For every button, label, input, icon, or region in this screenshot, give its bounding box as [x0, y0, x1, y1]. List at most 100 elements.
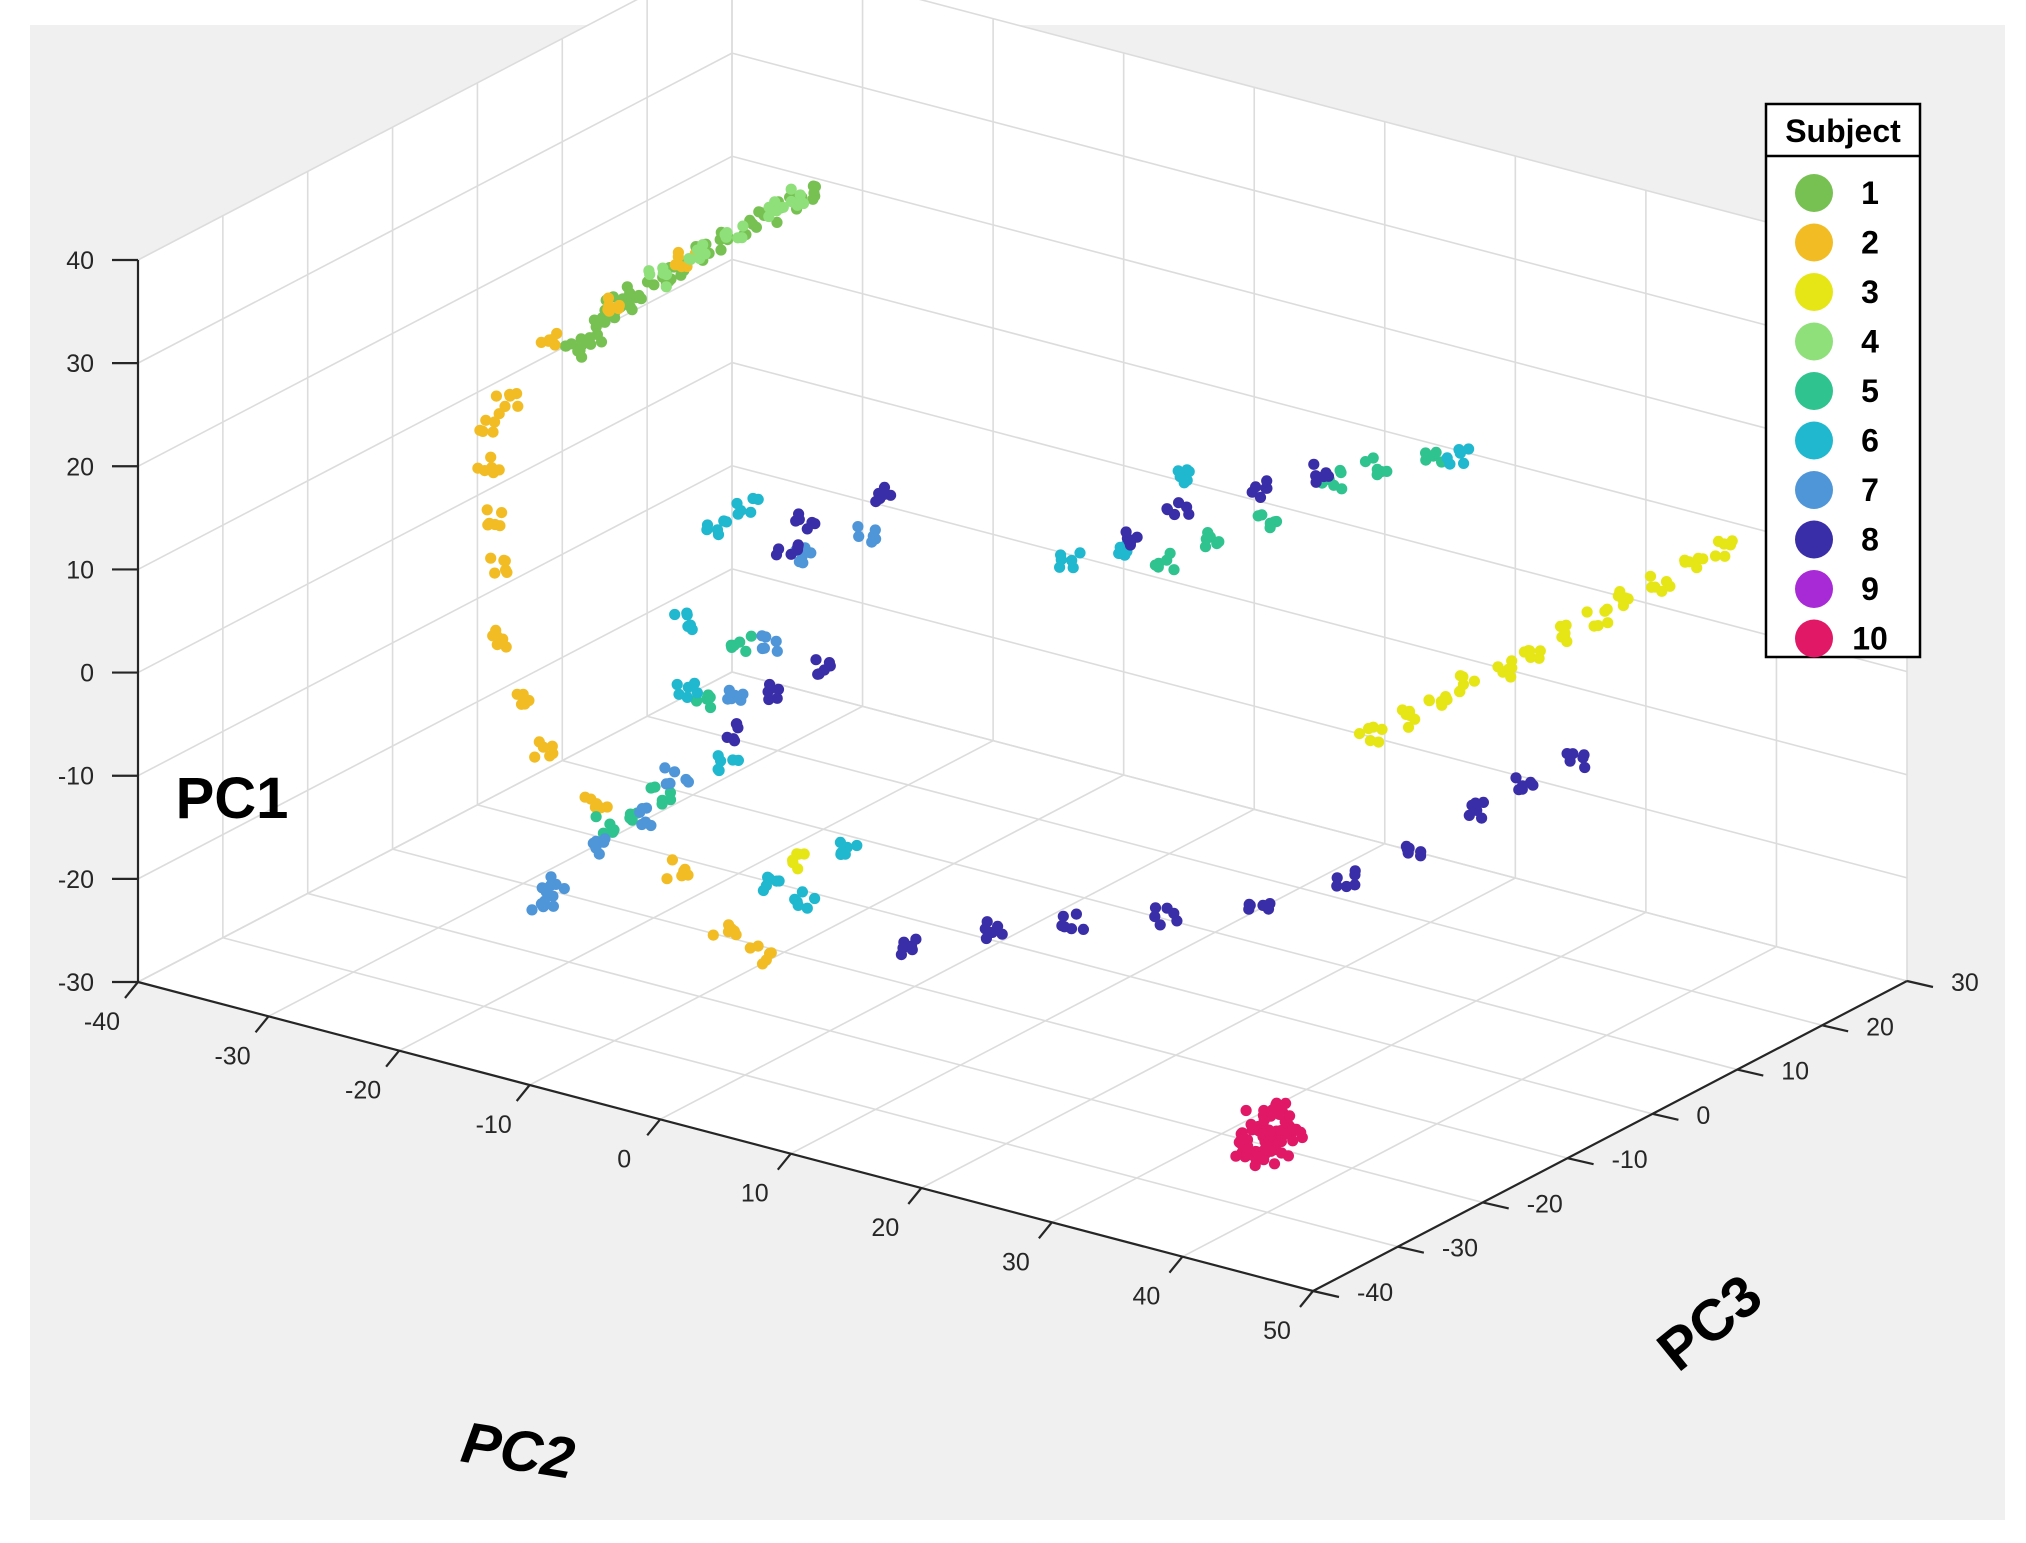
data-point — [785, 183, 797, 195]
z-tick-label: 40 — [66, 247, 94, 275]
data-point — [1581, 606, 1593, 618]
data-point — [745, 506, 757, 518]
data-point — [1599, 605, 1611, 617]
data-point — [493, 408, 505, 420]
data-point — [472, 462, 484, 474]
data-point — [1114, 547, 1126, 560]
data-point — [791, 544, 804, 556]
data-point — [1284, 1110, 1296, 1122]
data-point — [1258, 1104, 1270, 1117]
data-point — [1349, 879, 1361, 891]
data-point — [1240, 1104, 1252, 1117]
data-point — [1614, 586, 1626, 598]
data-point — [671, 678, 683, 691]
y-tick-label: -10 — [1612, 1146, 1648, 1174]
data-point — [1423, 694, 1435, 706]
legend-marker-4 — [1795, 322, 1833, 361]
data-point — [735, 694, 747, 706]
data-point — [1161, 902, 1173, 914]
data-point — [763, 201, 775, 213]
data-point — [737, 220, 749, 232]
data-point — [712, 529, 725, 541]
data-point — [1454, 685, 1466, 698]
x-tick-mark — [907, 1187, 923, 1205]
data-point — [981, 916, 993, 928]
data-point — [1697, 553, 1709, 565]
data-point — [529, 751, 541, 763]
data-point — [773, 875, 785, 887]
data-point — [1070, 908, 1082, 920]
data-point — [1331, 872, 1343, 884]
data-point — [895, 949, 908, 961]
grid-line-z-right — [918, 0, 1908, 260]
y-tick-label: -30 — [1442, 1235, 1478, 1263]
grid-line-z-left — [137, 671, 733, 983]
data-point — [1525, 776, 1537, 789]
legend-label-2: 2 — [1861, 225, 1879, 261]
data-point — [1588, 620, 1600, 632]
data-point — [885, 489, 897, 501]
data-point — [1233, 1136, 1245, 1148]
data-point — [1149, 902, 1162, 914]
data-point — [1261, 475, 1273, 487]
z-tick-label: 30 — [66, 350, 94, 378]
data-point — [1712, 535, 1725, 548]
x-tick-mark — [254, 1015, 270, 1034]
data-point — [810, 654, 822, 666]
data-point — [1353, 728, 1366, 740]
series-3 — [787, 535, 1738, 875]
data-point — [1265, 1145, 1277, 1157]
data-point — [491, 639, 503, 651]
grid-line-z-left — [137, 465, 733, 777]
x-tick-label: 40 — [1133, 1283, 1161, 1311]
y-tick-mark — [1397, 1245, 1425, 1254]
data-point — [493, 464, 505, 476]
series-4 — [643, 183, 810, 293]
data-point — [1525, 651, 1537, 664]
data-point — [636, 803, 648, 815]
grid-line-z-right — [731, 464, 1908, 776]
data-point — [1154, 919, 1166, 931]
data-point — [1664, 580, 1676, 592]
data-point — [1454, 670, 1466, 682]
grid-line-x-floor — [268, 705, 863, 1018]
data-point — [587, 837, 599, 849]
data-point — [1468, 675, 1480, 687]
data-point — [1381, 465, 1393, 477]
legend-marker-6 — [1795, 421, 1833, 460]
data-point — [560, 340, 572, 352]
data-point — [574, 344, 586, 356]
x-tick-mark — [1299, 1290, 1314, 1308]
data-point — [712, 750, 724, 762]
data-point — [661, 873, 673, 885]
data-point — [1213, 536, 1225, 548]
data-point — [809, 190, 821, 202]
legend-label-8: 8 — [1861, 522, 1879, 558]
data-point — [1724, 539, 1737, 551]
data-point — [1262, 903, 1275, 915]
data-point — [1510, 772, 1522, 784]
data-point — [773, 543, 785, 555]
y-axis-line — [1312, 980, 1908, 1292]
data-point — [1359, 456, 1372, 468]
x-tick-label: 50 — [1263, 1317, 1291, 1345]
data-point — [1561, 635, 1573, 648]
data-point — [685, 253, 697, 265]
data-point — [666, 854, 679, 866]
data-point — [645, 782, 657, 794]
data-point — [1308, 458, 1320, 470]
data-point — [1577, 752, 1589, 764]
data-point — [740, 645, 752, 658]
data-point — [593, 848, 605, 860]
grid-line-z-right — [731, 671, 1908, 982]
z-tick-label: 10 — [66, 556, 94, 584]
data-point — [1560, 619, 1572, 631]
data-point — [726, 641, 738, 654]
data-point — [707, 929, 719, 941]
grid-line-z-right — [731, 155, 1908, 467]
data-point — [1579, 761, 1591, 774]
data-point — [579, 791, 591, 803]
data-point — [752, 940, 764, 952]
grid-line-z-left — [137, 361, 733, 674]
data-point — [719, 228, 731, 241]
